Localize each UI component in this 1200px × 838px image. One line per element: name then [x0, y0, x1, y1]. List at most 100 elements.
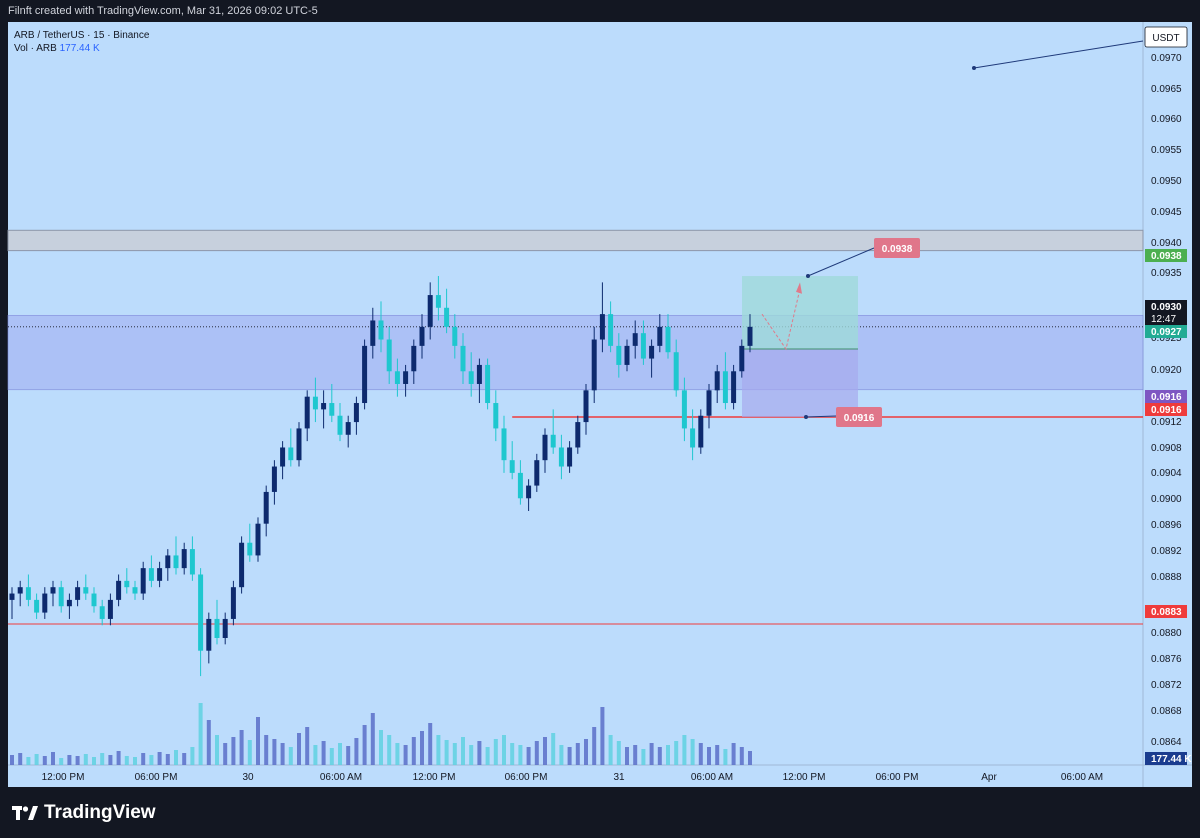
candle-body: [165, 555, 171, 569]
volume-bar: [354, 738, 359, 765]
candle-body: [42, 593, 48, 613]
volume-bar: [748, 751, 752, 765]
candle-body: [501, 428, 507, 461]
candle-body: [419, 326, 425, 346]
candle-body: [714, 371, 720, 391]
volume-bar: [223, 743, 228, 765]
stop-callout-anchor: [804, 414, 808, 419]
candle-body: [468, 371, 474, 384]
candle-body: [722, 371, 728, 404]
volume-bar: [67, 755, 72, 765]
time-tick-label: 30: [242, 772, 254, 783]
price-label-box-level: [1145, 390, 1187, 403]
candle-body: [632, 333, 638, 346]
volume-bar: [616, 741, 621, 765]
price-label-box-last: [1145, 300, 1187, 313]
price-label-box-volume: [1145, 752, 1187, 765]
position-stop-zone: [742, 349, 858, 417]
candle-body: [378, 320, 384, 340]
candle-body: [435, 295, 441, 308]
volume-bar: [592, 727, 597, 765]
price-label-box-target: [1145, 249, 1187, 262]
candle-body: [526, 485, 532, 499]
volume-bar: [231, 737, 236, 765]
price-tick-label: 0.0925: [1151, 333, 1182, 344]
volume-bar: [485, 747, 490, 765]
volume-bar: [600, 707, 605, 765]
volume-bar: [682, 735, 687, 765]
candle-body: [394, 371, 400, 384]
candle-body: [107, 599, 113, 619]
attribution-bar: Filnft created with TradingView.com, Mar…: [0, 0, 1200, 22]
candle-body: [583, 390, 589, 423]
time-tick-label: 06:00 PM: [135, 772, 178, 783]
candle-body: [673, 352, 679, 391]
volume-bar: [10, 755, 14, 765]
volume-bar: [395, 743, 400, 765]
candle-body: [731, 371, 737, 404]
volume-bar: [174, 750, 178, 765]
price-chart[interactable]: 0.0938 0.0916 0.0970 0.0965 0.0960 0.0955 0.09…: [0, 0, 1200, 788]
candle-body: [591, 339, 597, 391]
price-label-support: 0.0883: [1151, 607, 1182, 618]
volume-bar: [313, 745, 318, 765]
volume-legend-label: Vol · ARB: [14, 43, 57, 54]
volume-bar: [739, 747, 744, 765]
price-tick-label: 0.0935: [1151, 268, 1182, 279]
candle-body: [427, 295, 433, 327]
candle-body: [25, 587, 31, 600]
volume-legend: Vol · ARB 177.44 K: [14, 42, 149, 55]
volume-bar: [657, 747, 662, 765]
candle-body: [681, 390, 687, 429]
time-tick-label: 12:00 PM: [783, 772, 826, 783]
candle-body: [386, 339, 392, 372]
volume-bar: [608, 735, 613, 765]
price-tick-label: 0.0955: [1151, 145, 1182, 156]
chart-legend: ARB / TetherUS · 15 · Binance Vol · ARB …: [14, 29, 149, 55]
volume-bar: [198, 703, 203, 765]
volume-bar: [75, 756, 80, 765]
candle-body: [624, 345, 630, 365]
price-tick-label: 0.0880: [1151, 628, 1182, 639]
volume-legend-value: 177.44 K: [59, 43, 100, 54]
candle-body: [509, 460, 515, 473]
candle-body: [747, 326, 753, 346]
price-label-countdown: 12:47: [1151, 314, 1176, 325]
volume-bar: [379, 730, 383, 765]
candle-body: [124, 580, 130, 588]
volume-bar: [575, 743, 580, 765]
price-tick-label: 0.0888: [1151, 572, 1182, 583]
candle-body: [657, 326, 663, 346]
tradingview-logo[interactable]: TradingView: [12, 802, 156, 824]
price-label-box-countdown: [1145, 312, 1187, 325]
target-callout-text: 0.0938: [882, 244, 913, 255]
time-tick-label: 06:00 AM: [691, 772, 733, 783]
volume-bar: [502, 735, 506, 765]
stop-callout-text: 0.0916: [844, 413, 875, 424]
candle-body: [312, 396, 318, 410]
volume-bar: [411, 737, 416, 765]
volume-bar: [526, 747, 531, 765]
volume-bar: [698, 743, 703, 765]
volume-bar: [239, 730, 244, 765]
volume-bar: [100, 753, 105, 765]
price-tick-label: 0.0876: [1151, 654, 1182, 665]
volume-bar: [469, 745, 474, 765]
volume-bar: [452, 743, 457, 765]
volume-bar: [305, 727, 310, 765]
candle-body: [599, 314, 605, 340]
price-tick-label: 0.0864: [1151, 737, 1182, 748]
time-tick-label: 06:00 PM: [876, 772, 919, 783]
candle-body: [460, 345, 466, 372]
price-label-level: 0.0916: [1151, 392, 1182, 403]
candle-body: [91, 593, 97, 607]
volume-bar: [461, 737, 465, 765]
volume-bar: [444, 740, 449, 765]
time-tick-label: 12:00 PM: [42, 772, 85, 783]
price-tick-label: 0.0868: [1151, 706, 1182, 717]
stop-callout-box: [836, 407, 882, 427]
volume-bar: [124, 756, 129, 765]
candle-body: [337, 415, 343, 435]
candle-body: [83, 587, 89, 594]
volume-bar: [272, 739, 277, 765]
